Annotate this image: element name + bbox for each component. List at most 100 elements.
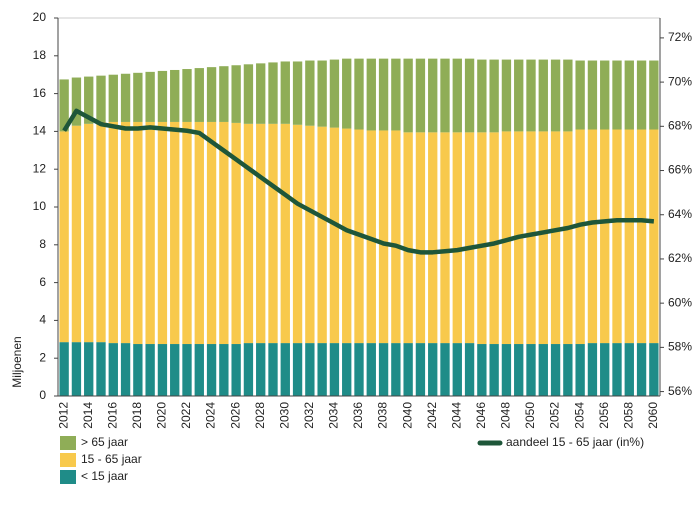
bar-segment <box>575 344 585 396</box>
bar-segment <box>600 129 610 344</box>
bar-segment <box>84 342 94 396</box>
bar-segment <box>268 123 278 344</box>
bar-segment <box>649 60 659 130</box>
bar-segment <box>587 129 598 344</box>
bar-segment <box>305 125 315 344</box>
bar-segment <box>108 121 118 344</box>
x-tick-label: 2042 <box>425 402 439 429</box>
bar-segment <box>157 344 168 396</box>
bar-segment <box>145 121 155 345</box>
bar-segment <box>489 344 499 396</box>
legend-swatch <box>60 453 76 467</box>
bar-segment <box>464 132 475 344</box>
y-tick-label: 4 <box>39 313 46 327</box>
bar-segment <box>624 343 634 396</box>
bar-segment <box>452 343 462 396</box>
bar-segment <box>71 342 82 396</box>
x-tick-label: 2028 <box>253 402 267 429</box>
x-tick-label: 2020 <box>155 402 169 429</box>
bar-segment <box>292 343 303 396</box>
y2-tick-label: 58% <box>668 340 692 354</box>
bar-segment <box>133 121 143 345</box>
bar-segment <box>268 62 278 124</box>
y2-tick-label: 60% <box>668 295 692 309</box>
bar-segment <box>342 128 352 344</box>
bar-segment <box>415 58 426 133</box>
bar-segment <box>256 343 266 396</box>
bar-segment <box>501 344 512 396</box>
bar-segment <box>120 121 131 344</box>
bar-segment <box>206 121 217 345</box>
bar-segment <box>305 343 315 396</box>
y-tick-label: 14 <box>33 124 47 138</box>
bar-segment <box>317 126 327 344</box>
y-tick-label: 6 <box>39 275 46 289</box>
bar-segment <box>96 75 106 122</box>
bar-segment <box>219 121 229 345</box>
bar-segment <box>391 343 401 396</box>
bar-segment <box>452 132 462 344</box>
x-tick-label: 2034 <box>327 402 341 429</box>
bar-segment <box>71 77 82 126</box>
bar-segment <box>329 59 340 128</box>
bar-segment <box>649 129 659 344</box>
y2-tick-label: 62% <box>668 251 692 265</box>
y2-tick-label: 68% <box>668 118 692 132</box>
bar-segment <box>550 131 561 345</box>
line-series <box>62 108 655 255</box>
bar-segment <box>243 123 254 344</box>
x-tick-label: 2044 <box>449 402 463 429</box>
bar-segment <box>538 344 548 396</box>
bar-segment <box>575 129 585 345</box>
bar-segment <box>514 344 524 396</box>
bar-segment <box>354 343 364 396</box>
bar-segment <box>194 121 204 345</box>
bar-segment <box>342 343 352 396</box>
bar-segment <box>440 343 450 396</box>
bar-segment <box>292 61 303 125</box>
x-tick-label: 2018 <box>130 402 144 429</box>
legend-label: 15 - 65 jaar <box>81 452 142 466</box>
legend-label: < 15 jaar <box>81 469 128 483</box>
bar-segment <box>219 66 229 122</box>
bar-segment <box>182 69 192 122</box>
bar-segment <box>563 344 573 396</box>
x-tick-label: 2052 <box>548 402 562 429</box>
bar-segment <box>440 132 450 344</box>
x-tick-label: 2050 <box>523 402 537 429</box>
bar-segment <box>587 343 598 396</box>
bar-segment <box>329 127 340 344</box>
bar-segment <box>550 344 561 396</box>
bar-segment <box>526 59 536 132</box>
bar-segment <box>243 64 254 124</box>
bar-segment <box>206 344 217 396</box>
bar-segment <box>170 344 180 396</box>
legend-swatch <box>60 436 76 450</box>
bar-segment <box>71 125 82 343</box>
x-tick-label: 2024 <box>204 402 218 429</box>
y2-tick-label: 64% <box>668 207 692 221</box>
bar-segment <box>378 343 389 396</box>
bar-segment <box>145 344 155 396</box>
x-tick-label: 2040 <box>400 402 414 429</box>
bar-segment <box>120 343 131 396</box>
bar-segment <box>219 344 229 396</box>
bar-segment <box>292 124 303 344</box>
bar-segment <box>501 59 512 132</box>
bar-segment <box>268 343 278 396</box>
x-tick-label: 2048 <box>499 402 513 429</box>
x-tick-label: 2060 <box>646 402 660 429</box>
bar-segment <box>477 344 487 396</box>
bar-segment <box>415 343 426 396</box>
bar-segment <box>354 58 364 130</box>
y-tick-label: 0 <box>39 388 46 402</box>
bar-segment <box>157 121 168 345</box>
bar-segment <box>280 123 290 344</box>
x-tick-label: 2056 <box>597 402 611 429</box>
bar-segment <box>108 74 118 122</box>
bar-segment <box>526 131 536 345</box>
y-tick-label: 20 <box>33 10 47 24</box>
bar-segment <box>366 343 376 396</box>
bar-segment <box>280 61 290 124</box>
